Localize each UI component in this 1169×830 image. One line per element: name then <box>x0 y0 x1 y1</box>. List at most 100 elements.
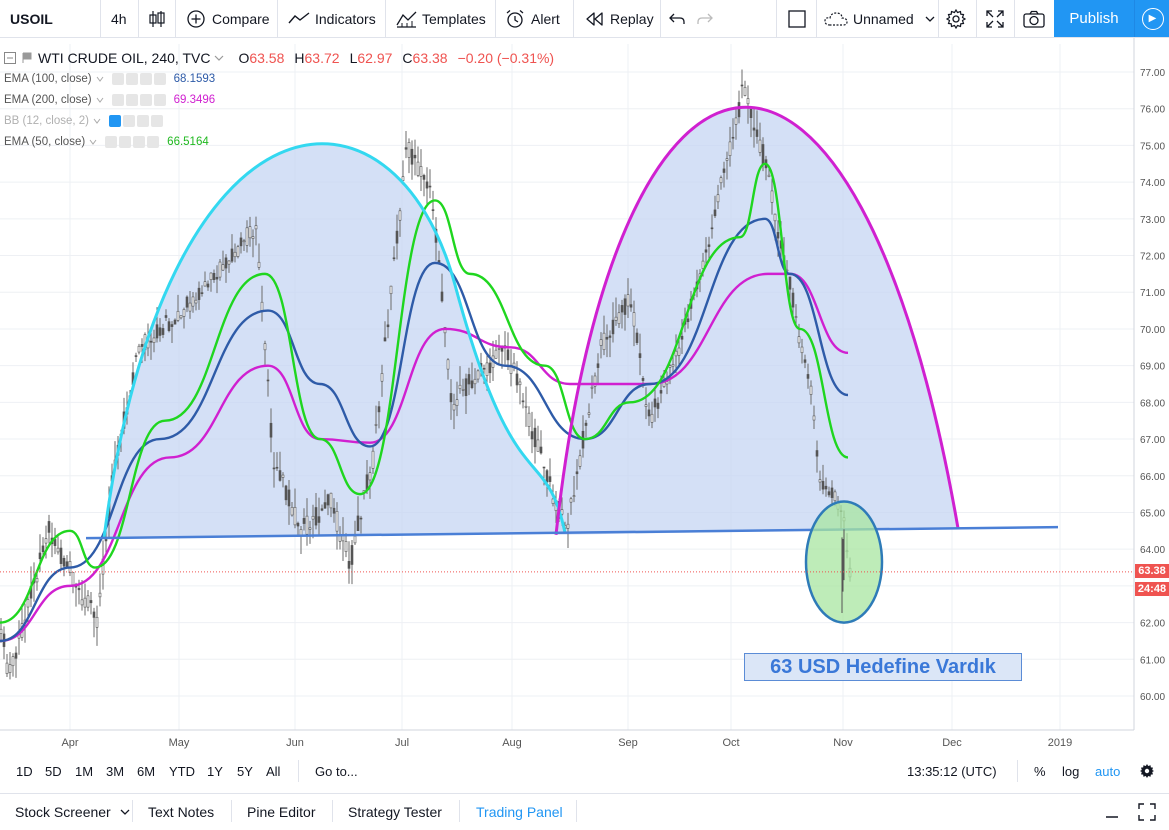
chevron-down-icon[interactable] <box>96 97 104 103</box>
candle <box>335 511 339 532</box>
candle <box>281 474 285 478</box>
replay-button[interactable]: Replay <box>585 0 654 37</box>
percent-label: % <box>1034 763 1046 779</box>
minimize-panel-button[interactable] <box>1104 794 1120 830</box>
flag-icon[interactable] <box>22 52 32 64</box>
collapse-icon[interactable] <box>4 52 16 64</box>
indicator-controls[interactable] <box>111 73 168 85</box>
tab-pine-editor[interactable]: Pine Editor <box>247 794 315 830</box>
log-toggle[interactable]: log <box>1062 757 1079 785</box>
candle <box>65 561 69 568</box>
templates-button[interactable]: Templates <box>396 0 486 37</box>
legend-indicator-ema50[interactable]: EMA (50, close) 66.5164 <box>4 136 209 148</box>
chevron-down-icon <box>120 809 130 815</box>
legend-indicator-ema200[interactable]: EMA (200, close) 69.3496 <box>4 94 215 106</box>
candle <box>824 485 828 490</box>
candle <box>251 236 255 239</box>
compare-label: Compare <box>212 10 270 27</box>
candle <box>5 662 9 674</box>
axis-settings-button[interactable] <box>1139 757 1155 785</box>
candle <box>392 257 396 260</box>
candle <box>344 541 348 552</box>
publish-button[interactable]: Publish <box>1054 0 1134 37</box>
auto-toggle[interactable]: auto <box>1095 757 1120 785</box>
maximize-panel-button[interactable] <box>1138 794 1156 830</box>
chevron-down-icon[interactable] <box>93 118 101 124</box>
chart-style-button[interactable] <box>148 0 166 37</box>
fullscreen-button[interactable] <box>985 0 1005 37</box>
tab-trading-panel[interactable]: Trading Panel <box>476 794 563 830</box>
candle <box>62 557 66 567</box>
interval-button[interactable]: 4h <box>111 0 127 37</box>
range-label: 1D <box>16 763 33 779</box>
legend-indicator-ema100[interactable]: EMA (100, close) 68.1593 <box>4 73 215 85</box>
timezone-button[interactable]: 13:35:12 (UTC) <box>907 757 997 785</box>
candle <box>815 450 819 457</box>
symbol-label: USOIL <box>10 10 53 27</box>
tab-stock-screener[interactable]: Stock Screener <box>15 794 130 830</box>
divider <box>1017 760 1018 782</box>
undo-button[interactable] <box>669 0 685 37</box>
candle <box>83 597 87 608</box>
goto-button[interactable]: Go to... <box>315 757 358 785</box>
legend-indicator-bb[interactable]: BB (12, close, 2) <box>4 115 165 127</box>
candle <box>95 616 99 628</box>
candle <box>350 545 354 565</box>
candle <box>419 166 423 177</box>
range-5y[interactable]: 5Y <box>237 757 253 785</box>
camera-icon <box>1023 10 1045 28</box>
tab-strategy-tester[interactable]: Strategy Tester <box>348 794 442 830</box>
candle <box>137 345 141 353</box>
layout-name-button[interactable]: Unnamed <box>824 0 936 37</box>
tab-label: Stock Screener <box>15 804 111 820</box>
candle <box>578 455 582 467</box>
compare-button[interactable]: Compare <box>186 0 270 37</box>
candle <box>545 470 549 483</box>
candle <box>161 328 165 335</box>
range-1y[interactable]: 1Y <box>207 757 223 785</box>
toolbar-divider <box>938 0 939 37</box>
candle <box>653 398 657 408</box>
candle <box>596 363 600 368</box>
candle <box>476 370 480 380</box>
toggle-panel-button[interactable]: ▶ <box>1134 0 1169 37</box>
range-all[interactable]: All <box>266 757 280 785</box>
snapshot-button[interactable] <box>1023 0 1045 37</box>
settings-button[interactable] <box>946 0 966 37</box>
candle <box>323 502 327 509</box>
range-3m[interactable]: 3M <box>106 757 124 785</box>
candle <box>194 299 198 304</box>
range-5d[interactable]: 5D <box>45 757 62 785</box>
candle <box>743 86 747 96</box>
candle <box>155 324 159 339</box>
tab-label: Pine Editor <box>247 804 316 820</box>
price-chart[interactable]: 77.00 76.00 75.00 74.00 73.00 72.00 71.00 70.00… <box>0 38 1169 756</box>
candle <box>44 538 48 544</box>
candle <box>737 102 741 118</box>
candle <box>536 439 540 452</box>
price-tick-label: 74.00 <box>1140 178 1165 189</box>
alert-button[interactable]: Alert <box>505 0 560 37</box>
chevron-down-icon[interactable] <box>96 76 104 82</box>
range-6m[interactable]: 6M <box>137 757 155 785</box>
range-ytd[interactable]: YTD <box>169 757 195 785</box>
symbol-search[interactable]: USOIL <box>10 0 53 37</box>
indicator-controls[interactable] <box>105 136 161 148</box>
percent-toggle[interactable]: % <box>1034 757 1046 785</box>
range-1d[interactable]: 1D <box>16 757 33 785</box>
indicator-controls[interactable] <box>109 115 165 127</box>
candle <box>485 362 489 376</box>
candle <box>548 476 552 482</box>
tab-text-notes[interactable]: Text Notes <box>148 794 214 830</box>
chevron-down-icon[interactable] <box>214 54 224 62</box>
indicator-controls[interactable] <box>111 94 168 106</box>
target-annotation[interactable]: 63 USD Hedefine Vardık <box>744 653 1022 681</box>
fullscreen-mode-button[interactable] <box>788 0 806 37</box>
range-1m[interactable]: 1M <box>75 757 93 785</box>
chevron-down-icon[interactable] <box>89 139 97 145</box>
indicators-button[interactable]: Indicators <box>288 0 376 37</box>
candle <box>830 487 834 498</box>
toolbar-divider <box>138 0 139 37</box>
redo-button[interactable] <box>697 0 713 37</box>
